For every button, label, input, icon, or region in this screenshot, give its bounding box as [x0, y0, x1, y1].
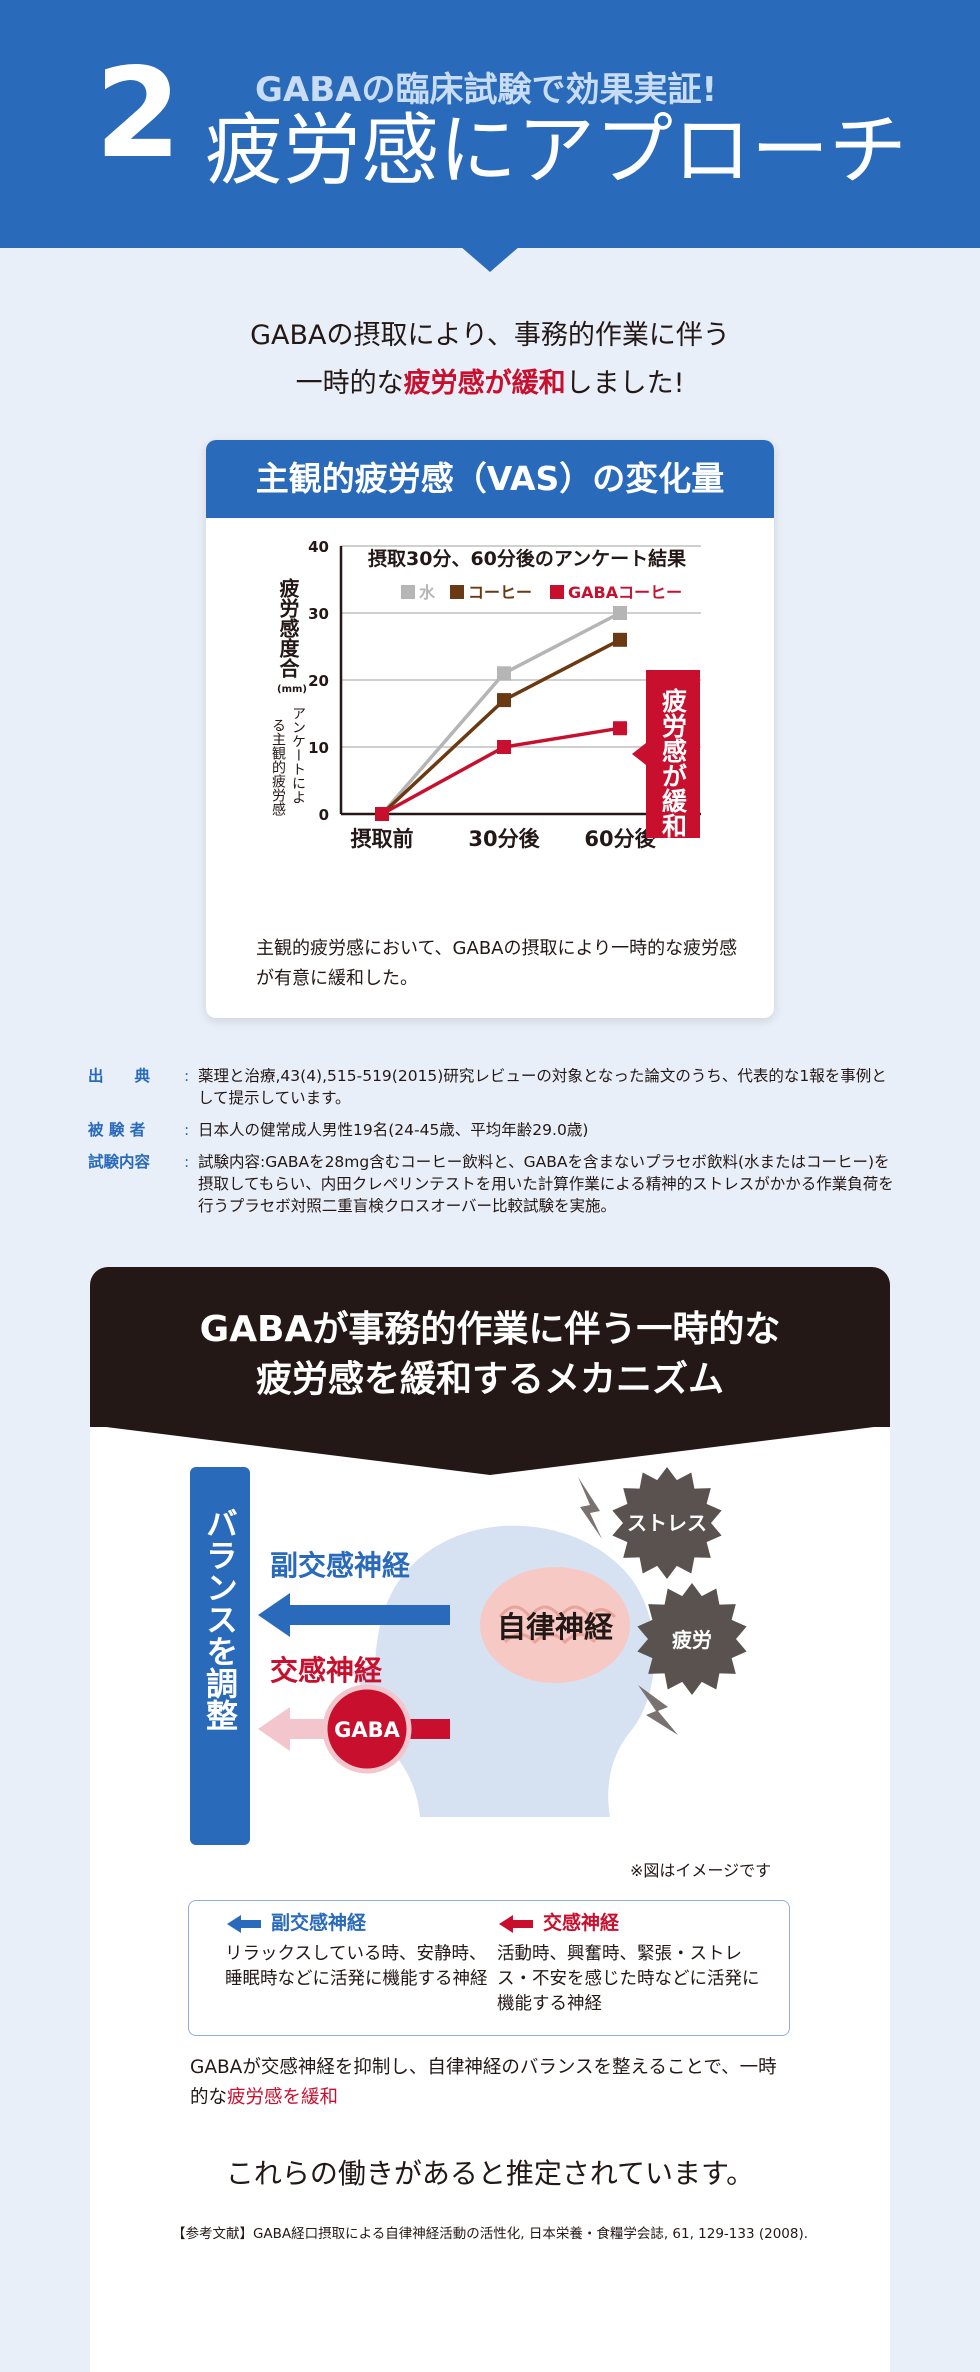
mechanism-title: GABAが事務的作業に伴う一時的な 疲労感を緩和するメカニズム	[90, 1305, 890, 1405]
vas-chart-card: 主観的疲労感（VAS）の変化量 0 10 20 30 40 摂取前 30分後 60分後 摂取30…	[206, 440, 774, 1018]
callout-box	[646, 670, 700, 838]
parasympathetic-arrow	[258, 1593, 450, 1637]
reference-key: 出 典	[88, 1067, 151, 1085]
red-arrow-icon	[499, 1914, 533, 1933]
autonomic-nerve-label: 自律神経	[497, 1610, 614, 1644]
reference-row: 被 験 者: 日本人の健常成人男性19名(24-45歳、平均年齢29.0歳)	[88, 1119, 900, 1141]
fatigue-label: 疲労	[672, 1628, 712, 1652]
legend-sympathetic: 交感神経 活動時、興奮時、緊張・ストレス・不安を感じた時などに活発に機能する神経	[497, 1911, 767, 2017]
hero-banner: 2 GABAの臨床試験で効果実証! 疲労感にアプローチ	[0, 0, 980, 248]
gaba-badge-label: GABA	[334, 1718, 400, 1742]
chart-title: 摂取30分、60分後のアンケート結果	[368, 547, 686, 570]
intro-line-2-pre: 一時的な	[295, 368, 404, 399]
intro-line-2: 一時的な疲労感が緩和しました!	[0, 360, 980, 408]
reference-value: 日本人の健常成人男性19名(24-45歳、平均年齢29.0歳)	[198, 1121, 589, 1139]
mechanism-header-arrow	[90, 1425, 890, 1475]
hero-notch	[460, 246, 520, 272]
balance-label: バランスを調整	[201, 1507, 239, 1731]
fatigue-burst-icon	[637, 1583, 747, 1695]
intro-emphasis: 疲労感が緩和	[403, 368, 566, 399]
data-point	[613, 632, 627, 647]
data-point	[497, 740, 511, 754]
reference-key: 試験内容	[88, 1153, 151, 1171]
legend-swatch	[450, 585, 464, 599]
data-point	[613, 721, 627, 736]
nerve-legend: 副交感神経 リラックスしている時、安静時、睡眠時などに活発に機能する神経 交感神…	[188, 1900, 790, 2036]
x-tick-label: 60分後	[584, 827, 656, 851]
legend-label: 水	[419, 583, 436, 602]
hero-subtitle: GABAの臨床試験で効果実証!	[255, 70, 717, 110]
y-tick-label: 30	[308, 605, 329, 623]
callout-pointer	[632, 743, 646, 765]
data-point	[375, 807, 389, 821]
x-tick-label: 摂取前	[351, 827, 414, 851]
stress-burst-icon	[612, 1467, 722, 1579]
chart-card-note: 主観的疲労感において、GABAの摂取により一時的な疲労感が有意に緩和した。	[256, 938, 738, 989]
blue-arrow-icon	[227, 1914, 261, 1933]
legend-para-title: 副交感神経	[271, 1912, 367, 1934]
lightning-icon	[638, 1685, 678, 1735]
mechanism-reference: 【参考文献】GABA経口摂取による自律神経活動の活性化, 日本栄養・食糧学会誌,…	[171, 2226, 809, 2242]
reference-key: 被 験 者	[88, 1121, 146, 1139]
sympathetic-label: 交感神経	[270, 1654, 383, 1687]
series-line	[380, 611, 621, 816]
image-disclaimer: ※図はイメージです	[630, 1861, 772, 1880]
legend-para-text: リラックスしている時、安静時、睡眠時などに活発に機能する神経	[225, 1944, 488, 1989]
brain-icon	[480, 1567, 630, 1683]
mechanism-note: GABAが交感神経を抑制し、自律神経のバランスを整えることで、一時的な疲労感を緩…	[190, 2053, 790, 2113]
lightning-icon	[578, 1477, 602, 1539]
hero-title: 疲労感にアプローチ	[205, 106, 908, 196]
y-axis-label: 疲労感度合	[276, 577, 300, 678]
intro-text: GABAの摂取により、事務的作業に伴う 一時的な疲労感が緩和しました!	[0, 312, 980, 408]
callout-text: 疲労感が緩和	[659, 687, 688, 838]
mechanism-title-line-2: 疲労感を緩和するメカニズム	[255, 1359, 724, 1400]
intro-line-1: GABAの摂取により、事務的作業に伴う	[250, 320, 730, 351]
y-tick-label: 10	[308, 739, 329, 757]
reference-value: 試験内容:GABAを28mg含むコーヒー飲料と、GABAを含まないプラセボ飲料(…	[198, 1153, 894, 1215]
chart-card-heading: 主観的疲労感（VAS）の変化量	[206, 440, 774, 518]
y-axis-unit: (mm)	[277, 684, 307, 695]
mechanism-section: GABAが事務的作業に伴う一時的な 疲労感を緩和するメカニズム バランスを調整 …	[90, 1267, 890, 2372]
y-tick-label: 20	[308, 672, 329, 690]
legend-parasympathetic: 副交感神経 リラックスしている時、安静時、睡眠時などに活発に機能する神経	[225, 1911, 495, 1992]
y-tick-label: 40	[308, 538, 329, 556]
legend-swatch	[401, 585, 415, 599]
x-tick-label: 30分後	[468, 827, 540, 851]
brain-folds	[498, 1605, 617, 1645]
legend-sym-text: 活動時、興奮時、緊張・ストレス・不安を感じた時などに活発に機能する神経	[497, 1944, 760, 2014]
mechanism-note-text: GABAが交感神経を抑制し、自律神経のバランスを整えることで、一時的な	[190, 2057, 777, 2108]
balance-bar	[190, 1467, 250, 1845]
study-references: 出 典: 薬理と治療,43(4),515-519(2015)研究レビューの対象と…	[88, 1065, 900, 1227]
data-point	[497, 693, 511, 708]
mechanism-header: GABAが事務的作業に伴う一時的な 疲労感を緩和するメカニズム	[90, 1267, 890, 1427]
mechanism-title-line-1: GABAが事務的作業に伴う一時的な	[199, 1309, 781, 1350]
reference-row: 出 典: 薬理と治療,43(4),515-519(2015)研究レビューの対象と…	[88, 1065, 900, 1109]
legend-swatch	[550, 585, 564, 599]
reference-value: 薬理と治療,43(4),515-519(2015)研究レビューの対象となった論文…	[198, 1067, 887, 1107]
data-point	[613, 606, 627, 620]
y-axis-sublabel: アンケートによ	[290, 706, 306, 804]
mechanism-illustration: バランスを調整 自律神経 ストレス 疲労 副交感神経 交感神経 GABA	[190, 1467, 747, 1845]
y-axis-sublabel: る主観的疲労感	[270, 718, 286, 816]
gaba-badge	[322, 1684, 412, 1774]
section-number: 2	[95, 42, 182, 186]
legend-label: GABAコーヒー	[568, 583, 682, 602]
legend-sym-title: 交感神経	[543, 1912, 620, 1934]
y-tick-label: 0	[319, 806, 329, 824]
intro-line-2-post: しました!	[565, 368, 685, 399]
parasympathetic-label: 副交感神経	[270, 1549, 411, 1582]
reference-row: 試験内容: 試験内容:GABAを28mg含むコーヒー飲料と、GABAを含まないプ…	[88, 1151, 900, 1217]
data-point	[497, 666, 511, 681]
series-line	[380, 638, 621, 816]
mechanism-note-emphasis: 疲労感を緩和	[227, 2087, 339, 2108]
mechanism-conclusion: これらの働きがあると推定されています。	[225, 2157, 755, 2190]
stress-label: ストレス	[627, 1511, 707, 1535]
legend-label: コーヒー	[468, 583, 532, 602]
